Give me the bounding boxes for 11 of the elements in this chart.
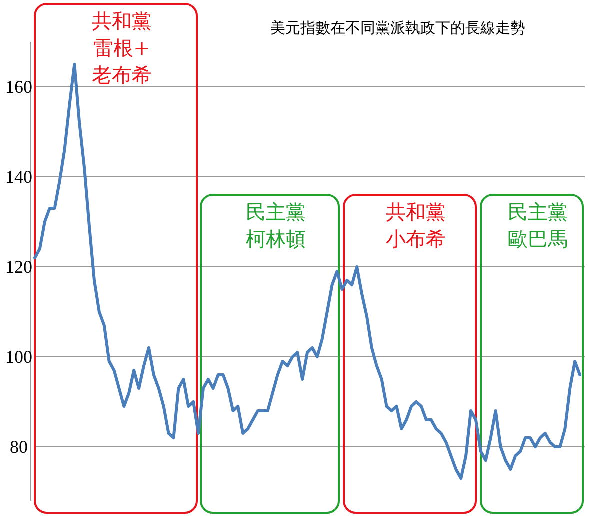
annotation: 共和黨雷根+老布希 bbox=[92, 9, 152, 87]
annotation: 民主黨柯林頓 bbox=[246, 200, 306, 251]
line-series bbox=[34, 63, 582, 480]
y-tick-label: 120 bbox=[6, 257, 32, 277]
y-tick-label: 140 bbox=[6, 167, 32, 187]
annotation: 共和黨小布希 bbox=[386, 200, 446, 251]
annotation: 民主黨歐巴馬 bbox=[508, 200, 568, 251]
y-tick-label: 100 bbox=[6, 347, 32, 367]
y-tick-label: 160 bbox=[6, 77, 32, 97]
chart-title: 美元指數在不同黨派執政下的長線走勢 bbox=[270, 19, 526, 37]
y-tick-label: 80 bbox=[10, 437, 28, 457]
